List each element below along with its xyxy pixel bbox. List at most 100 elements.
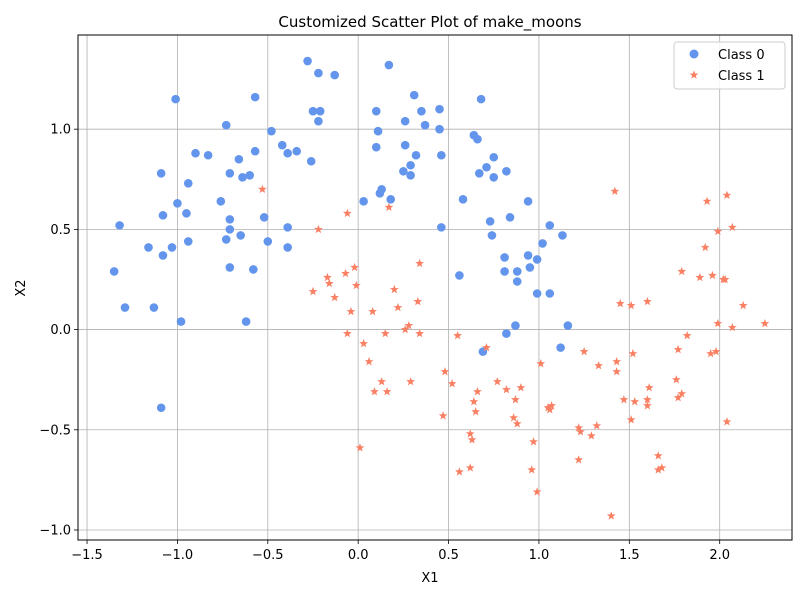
class-0-point bbox=[523, 197, 533, 206]
class-1-point bbox=[653, 451, 663, 460]
class-0-point bbox=[263, 237, 273, 246]
class-0-point bbox=[144, 243, 153, 252]
class-0-point bbox=[182, 209, 191, 218]
class-0-point bbox=[149, 303, 159, 312]
class-0-point bbox=[308, 106, 318, 116]
class-0-point bbox=[406, 160, 415, 170]
class-0-point bbox=[489, 172, 499, 182]
class-1-point bbox=[308, 286, 318, 296]
class-1-point bbox=[713, 318, 723, 328]
class-1-point bbox=[682, 331, 692, 340]
class-0-point bbox=[377, 185, 386, 194]
class-1-point bbox=[630, 397, 640, 406]
class-1-point bbox=[673, 345, 683, 354]
class-0-point bbox=[525, 263, 535, 272]
class-1-point bbox=[532, 487, 542, 496]
class-0-point bbox=[120, 303, 130, 312]
class-0-point bbox=[437, 223, 446, 232]
class-1-point bbox=[653, 465, 663, 474]
chart-title: Customized Scatter Plot of make_moons bbox=[278, 13, 581, 32]
class-1-point bbox=[323, 272, 332, 282]
legend-label-class-0: Class 0 bbox=[718, 48, 765, 63]
legend-box bbox=[673, 41, 786, 90]
class-1-point bbox=[619, 395, 629, 404]
class-1-point bbox=[760, 318, 770, 328]
class-1-point bbox=[677, 266, 687, 276]
legend-marker-class-1 bbox=[689, 70, 699, 79]
class-1-point bbox=[574, 423, 584, 432]
class-1-point bbox=[389, 284, 399, 294]
class-1-point bbox=[586, 431, 596, 440]
class-0-point bbox=[545, 289, 555, 298]
class-0-point bbox=[485, 217, 495, 226]
class-1-point bbox=[592, 421, 602, 430]
class-1-point bbox=[708, 270, 717, 280]
class-0-point bbox=[183, 237, 193, 246]
class-0-point bbox=[330, 70, 339, 80]
class-1-point bbox=[673, 393, 683, 402]
class-1-point bbox=[467, 435, 477, 444]
class-0-point bbox=[238, 172, 247, 182]
class-0-point bbox=[245, 170, 255, 180]
class-0-point bbox=[241, 317, 251, 326]
class-0-point bbox=[371, 142, 381, 152]
class-0-point bbox=[158, 211, 168, 220]
x-tick-label: −0.5 bbox=[252, 548, 284, 563]
class-1-point bbox=[473, 387, 482, 396]
class-0-point bbox=[221, 235, 231, 244]
class-1-point bbox=[527, 465, 537, 474]
class-0-point bbox=[221, 120, 231, 130]
class-0-point bbox=[563, 321, 573, 330]
class-0-point bbox=[306, 156, 316, 166]
class-0-point bbox=[500, 267, 509, 276]
class-0-point bbox=[406, 170, 415, 180]
class-0-point bbox=[203, 150, 213, 160]
legend: Class 0 Class 1 bbox=[673, 41, 786, 90]
class-1-point bbox=[455, 467, 464, 476]
class-0-point bbox=[283, 243, 292, 252]
class-1-point bbox=[380, 328, 390, 338]
class-1-point bbox=[594, 361, 603, 370]
class-0-point bbox=[225, 215, 235, 224]
class-0-point bbox=[538, 239, 547, 248]
class-1-point bbox=[447, 379, 457, 388]
class-0-point bbox=[455, 271, 464, 280]
class-1-point bbox=[342, 208, 352, 218]
class-0-point bbox=[512, 267, 522, 276]
class-1-point bbox=[370, 387, 379, 396]
class-0-point bbox=[545, 221, 555, 230]
class-0-point bbox=[482, 162, 491, 172]
class-1-point bbox=[511, 395, 520, 404]
class-1-point bbox=[415, 328, 425, 338]
class-0-point bbox=[314, 68, 323, 78]
x-tick-label: 0.5 bbox=[438, 548, 459, 563]
class-0-point bbox=[225, 168, 235, 178]
class-1-point bbox=[440, 367, 450, 376]
class-0-point bbox=[156, 403, 166, 413]
class-0-point bbox=[435, 104, 444, 114]
class-0-point bbox=[400, 140, 410, 150]
x-tick-label: 0.0 bbox=[348, 548, 369, 563]
class-1-point bbox=[615, 298, 625, 308]
class-1-point bbox=[576, 427, 585, 436]
class-0-point bbox=[502, 329, 511, 338]
class-0-point bbox=[532, 255, 542, 264]
class-1-point bbox=[727, 222, 737, 232]
class-1-point bbox=[610, 186, 620, 196]
class-0-point bbox=[373, 126, 383, 136]
class-0-point bbox=[400, 116, 410, 126]
class-1-point bbox=[400, 324, 410, 334]
y-tick-label: 1.0 bbox=[50, 123, 71, 138]
class-1-point bbox=[314, 224, 323, 234]
class-1-point bbox=[393, 302, 403, 312]
class-1-point bbox=[643, 296, 652, 306]
class-1-point bbox=[579, 347, 589, 356]
legend-label-class-1: Class 1 bbox=[718, 69, 765, 84]
class-0-point bbox=[420, 120, 430, 130]
class-1-point bbox=[626, 300, 636, 310]
class-1-point bbox=[644, 383, 654, 392]
class-0-point bbox=[176, 317, 186, 326]
class-1-point bbox=[706, 349, 716, 358]
class-0-point bbox=[523, 251, 533, 260]
